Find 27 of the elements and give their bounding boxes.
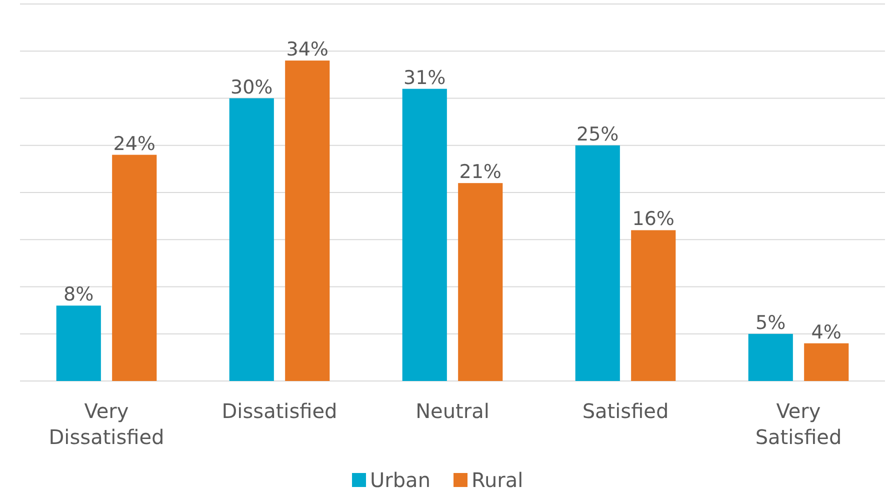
data-label: 25% [576, 123, 619, 146]
data-label: 34% [286, 38, 328, 61]
legend-label: Urban [370, 468, 430, 492]
bar [748, 334, 793, 381]
data-label: 30% [230, 76, 273, 98]
bar [575, 145, 620, 381]
bar [56, 306, 101, 381]
data-label: 21% [459, 161, 502, 184]
data-label: 16% [632, 208, 674, 230]
bar [285, 60, 330, 381]
bar [402, 88, 447, 381]
data-label: 31% [404, 66, 446, 89]
x-tick-label: Very Dissatisfied [48, 399, 164, 449]
x-tick-label: Very Satisfied [755, 399, 842, 449]
data-label: 24% [113, 132, 156, 155]
data-label: 5% [756, 312, 786, 334]
bar [112, 154, 157, 381]
data-label: 8% [64, 284, 94, 306]
x-tick-label: Dissatisfied [222, 399, 338, 423]
bar [458, 183, 503, 381]
x-tick-label: Neutral [416, 399, 490, 423]
bar [631, 230, 676, 381]
data-label: 4% [811, 321, 842, 344]
legend-label: Rural [472, 468, 524, 492]
bar [229, 98, 274, 381]
bar [804, 343, 849, 381]
x-tick-label: Satisfied [582, 399, 669, 423]
